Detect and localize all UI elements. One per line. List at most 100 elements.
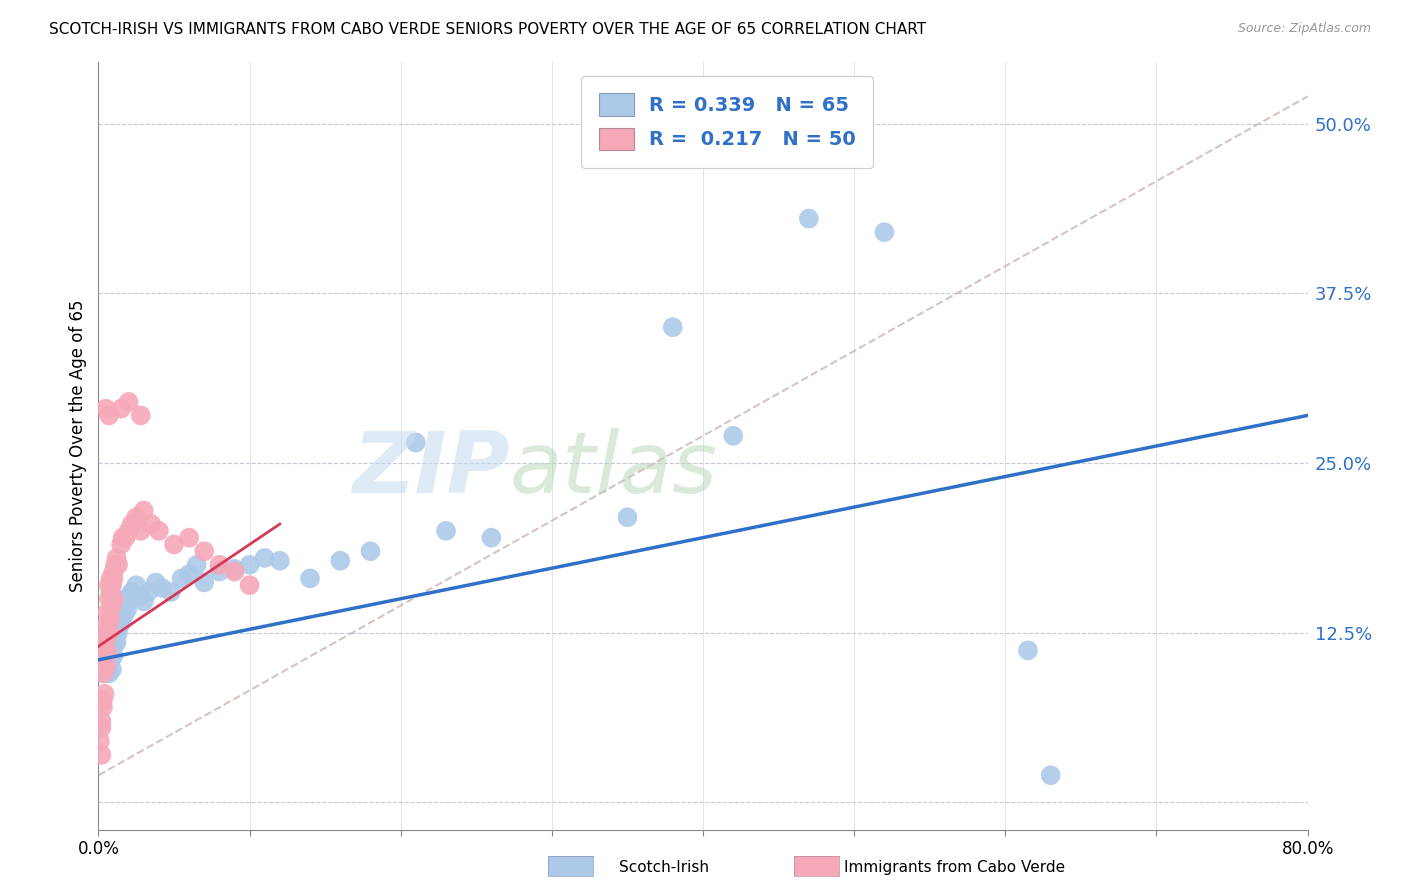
Point (98, 625, 121, 640)
Legend: R = 0.339   N = 65, R =  0.217   N = 50: R = 0.339 N = 65, R = 0.217 N = 50 (581, 76, 873, 168)
Point (179, 567, 201, 582)
Point (94, 401, 117, 416)
Point (179, 531, 201, 545)
Point (797, 211, 820, 226)
Point (101, 578, 124, 592)
Point (93, 666, 115, 681)
Point (98, 625, 121, 640)
Point (100, 653, 122, 667)
Point (91, 659, 114, 673)
Point (193, 575, 215, 590)
Point (224, 562, 246, 576)
Point (114, 531, 136, 545)
Point (100, 585, 122, 599)
Point (93, 687, 115, 701)
Point (107, 625, 129, 640)
Point (94, 619, 117, 633)
Point (107, 605, 129, 619)
Point (100, 619, 122, 633)
Point (125, 578, 148, 592)
Point (115, 602, 138, 616)
Point (96, 646, 118, 660)
Point (661, 320, 683, 334)
Point (136, 585, 159, 599)
Point (239, 558, 262, 572)
Point (91, 666, 114, 681)
Point (101, 599, 124, 613)
Point (118, 524, 141, 538)
Point (1039, 768, 1062, 782)
Point (103, 571, 125, 585)
Point (145, 575, 167, 590)
Text: SCOTCH-IRISH VS IMMIGRANTS FROM CABO VERDE SENIORS POVERTY OVER THE AGE OF 65 CO: SCOTCH-IRISH VS IMMIGRANTS FROM CABO VER… (49, 22, 927, 37)
Point (91, 693, 114, 707)
Point (100, 571, 122, 585)
Point (129, 524, 152, 538)
Point (111, 531, 134, 545)
Point (481, 531, 503, 545)
Point (94, 653, 117, 667)
Point (104, 632, 127, 647)
Point (96, 635, 118, 649)
Point (110, 401, 132, 416)
Point (132, 503, 155, 517)
Point (90, 646, 112, 660)
Point (148, 524, 170, 538)
Point (118, 594, 141, 608)
Point (107, 558, 129, 572)
Text: atlas: atlas (509, 427, 717, 510)
Point (121, 585, 143, 599)
Point (121, 517, 143, 532)
Y-axis label: Seniors Poverty Over the Age of 65: Seniors Poverty Over the Age of 65 (69, 300, 87, 592)
Point (104, 558, 127, 572)
Point (239, 578, 262, 592)
Point (141, 517, 163, 532)
Point (129, 589, 152, 603)
Point (89, 734, 111, 748)
Point (616, 144, 638, 158)
Point (104, 619, 127, 633)
Point (193, 544, 215, 558)
Point (110, 616, 132, 631)
Point (94, 659, 117, 673)
Point (160, 585, 183, 599)
Point (101, 640, 124, 654)
Point (96, 648, 118, 663)
Point (94, 659, 117, 673)
Point (91, 700, 114, 714)
Point (90, 714, 112, 728)
Point (93, 640, 115, 654)
Point (150, 581, 173, 595)
Point (132, 594, 155, 608)
Point (98, 643, 121, 657)
Point (723, 429, 745, 443)
Point (105, 622, 128, 636)
Text: Source: ZipAtlas.com: Source: ZipAtlas.com (1237, 22, 1371, 36)
Point (360, 544, 382, 558)
Point (94, 640, 117, 654)
Point (90, 721, 112, 735)
Point (110, 537, 132, 551)
Point (224, 565, 246, 579)
Point (100, 612, 122, 626)
Text: ZIP: ZIP (352, 427, 509, 510)
Point (616, 510, 638, 524)
Text: Scotch-Irish: Scotch-Irish (619, 860, 709, 874)
Point (98, 591, 121, 606)
Point (98, 409, 121, 423)
Point (170, 571, 193, 585)
Point (208, 565, 231, 579)
Point (94, 632, 117, 647)
Point (101, 662, 124, 676)
Point (405, 435, 427, 450)
Point (163, 537, 186, 551)
Point (112, 608, 135, 623)
Point (90, 747, 112, 762)
Point (103, 565, 125, 579)
Point (103, 648, 125, 663)
Point (125, 510, 148, 524)
Point (103, 625, 125, 640)
Point (108, 608, 131, 623)
Point (1017, 643, 1039, 657)
Point (253, 551, 276, 566)
